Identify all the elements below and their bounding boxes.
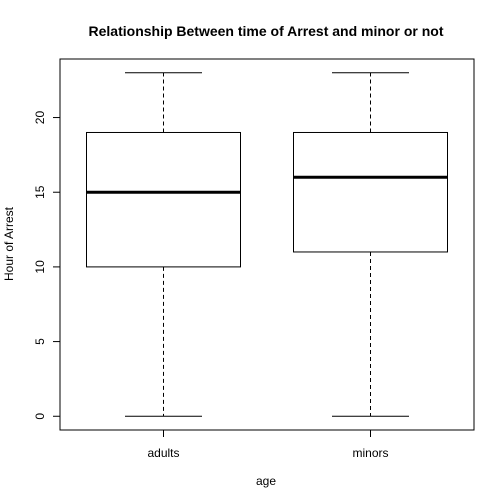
box-series [86, 72, 448, 417]
y-tick-label: 0 [33, 413, 47, 420]
box-minors [293, 72, 448, 417]
x-axis: adults minors [147, 429, 389, 460]
y-tick-label: 10 [33, 260, 47, 274]
x-axis-label: age [256, 474, 276, 488]
y-tick-label: 20 [33, 111, 47, 125]
chart-title: Relationship Between time of Arrest and … [89, 23, 444, 39]
y-tick-label: 15 [33, 185, 47, 199]
y-tick-label: 5 [33, 338, 47, 345]
box-adults [86, 72, 241, 417]
x-tick-label: adults [147, 446, 179, 460]
y-axis-label: Hour of Arrest [2, 206, 16, 281]
box-body [86, 131, 241, 268]
box-body [293, 131, 448, 253]
y-axis: 0 5 10 15 20 [33, 111, 61, 420]
x-tick-label: minors [352, 446, 388, 460]
